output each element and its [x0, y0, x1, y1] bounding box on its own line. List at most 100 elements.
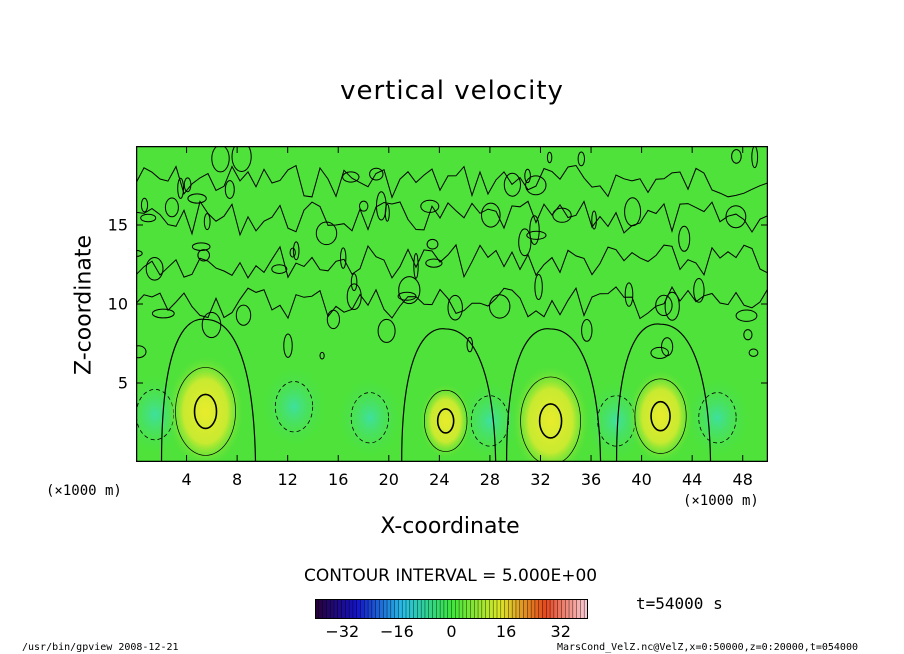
small-eddy-contour [342, 171, 360, 183]
small-eddy-contour [591, 210, 597, 230]
small-eddy-contour [693, 278, 705, 303]
colorbar-segment [515, 599, 521, 619]
colorbar-segment [557, 599, 562, 619]
colorbar-segment [470, 599, 475, 619]
colorbar-segment [523, 599, 528, 619]
colorbar-segment [402, 599, 407, 619]
colorbar-segment [432, 599, 437, 619]
small-eddy-contour [151, 308, 175, 319]
y-tick-label: 10 [107, 294, 128, 314]
colorbar-segment [493, 599, 498, 619]
small-eddy-contour [678, 225, 691, 252]
small-eddy-contour [413, 253, 419, 279]
colorbar-tick-label: 32 [550, 622, 571, 641]
colorbar-tick-label: −32 [325, 622, 360, 641]
small-eddy-contour [187, 193, 207, 204]
positive-contour-inner [436, 408, 455, 434]
colorbar-segment [508, 599, 513, 619]
positive-contour [423, 389, 468, 452]
small-eddy-contour [191, 242, 211, 251]
colorbar-segment [379, 599, 384, 619]
small-eddy-contour [481, 202, 501, 228]
small-eddy-contour [197, 249, 210, 262]
x-tick-label: 36 [580, 470, 602, 489]
colorbar-tick-label: 16 [495, 622, 517, 641]
positive-contour [175, 367, 236, 456]
footer-right: MarsCond_VelZ.nc@VelZ,x=0:50000,z=0:2000… [556, 642, 858, 653]
small-eddy-contour [398, 276, 421, 305]
x-tick-label: 4 [181, 470, 192, 489]
small-eddy-contour [735, 309, 758, 322]
colorbar-segment [356, 599, 361, 619]
y-tick-label: 5 [117, 373, 128, 393]
updraft-core [165, 353, 246, 462]
small-eddy-contour [581, 319, 593, 342]
colorbar-segment [326, 599, 331, 619]
x-tick-label: 16 [328, 470, 349, 489]
updraft-core [627, 367, 694, 462]
small-eddy-contour [524, 168, 531, 184]
small-eddy-contour [231, 146, 252, 172]
colorbar-segment [315, 599, 320, 619]
colorbar-segment [572, 599, 578, 619]
small-eddy-contour [315, 221, 338, 246]
small-eddy-contour [369, 167, 384, 181]
small-eddy-contour [552, 207, 572, 223]
x-tick-label: 28 [479, 470, 501, 489]
small-eddy-contour [397, 291, 417, 301]
x-unit-label-right: (×1000 m) [683, 493, 759, 509]
colorbar-segment [474, 599, 479, 619]
small-eddy-contour [177, 177, 184, 199]
turbulent-contour [136, 200, 768, 237]
small-eddy-contour [447, 294, 463, 321]
colorbar-segment [497, 599, 502, 619]
small-eddy-contour [664, 291, 680, 321]
colorbar-segment [337, 599, 343, 619]
small-eddy-contour [518, 228, 532, 257]
small-eddy-contour [346, 283, 362, 310]
colorbar-segment [368, 599, 373, 619]
colorbar-segment [538, 599, 543, 619]
small-eddy-contour [426, 238, 439, 250]
colorbar-segment [341, 599, 346, 619]
positive-contour [634, 378, 687, 454]
zero-contour [505, 328, 602, 462]
colorbar-segment [345, 599, 350, 619]
small-eddy-contour [655, 294, 673, 316]
colorbar-segment [565, 599, 570, 619]
small-eddy-contour [377, 318, 396, 343]
small-eddy-contour [489, 294, 511, 319]
chart-title: vertical velocity [340, 76, 564, 106]
x-tick-label: 44 [681, 470, 703, 489]
x-tick-label: 48 [732, 470, 753, 489]
positive-contour-inner [193, 393, 218, 430]
colorbar-segment [553, 599, 559, 619]
small-eddy-contour [326, 309, 340, 330]
colorbar-segment [443, 599, 449, 619]
colorbar-segment [512, 599, 517, 619]
colorbar-segment [481, 599, 487, 619]
small-eddy-contour [340, 247, 347, 269]
colorbar-segment [459, 599, 464, 619]
small-eddy-contour [650, 346, 670, 359]
colorbar-segment [462, 599, 468, 619]
small-eddy-contour [201, 311, 222, 339]
colorbar-segment [478, 599, 483, 619]
colorbar-segment [375, 599, 380, 619]
x-tick-label: 32 [530, 470, 551, 489]
colorbar-tick-label: −16 [380, 622, 414, 641]
turbulent-contour [136, 164, 768, 199]
negative-contour [698, 392, 737, 444]
colorbar-segment [504, 599, 509, 619]
negative-contour [274, 381, 314, 433]
small-eddy-contour [534, 274, 543, 300]
colorbar-segment [409, 599, 415, 619]
small-eddy-contour [526, 230, 547, 240]
x-axis-label: X-coordinate [380, 514, 520, 539]
colorbar-segment [489, 599, 494, 619]
small-eddy-contour [235, 304, 252, 326]
colorbar-segment [318, 599, 324, 619]
colorbar-segment [360, 599, 365, 619]
colorbar-segment [550, 599, 555, 619]
colorbar-segment [440, 599, 445, 619]
